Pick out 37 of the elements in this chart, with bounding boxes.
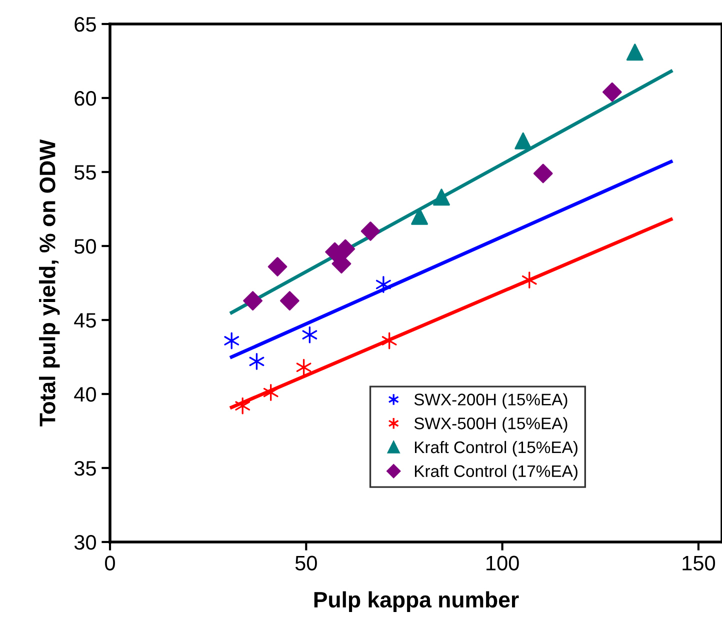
point — [235, 397, 250, 414]
point — [433, 188, 450, 206]
point — [376, 276, 391, 293]
x-tick-label: 50 — [295, 556, 317, 570]
x-tick-label: 150 — [682, 556, 716, 570]
x-tick-label: 0 — [105, 556, 115, 570]
point — [514, 132, 532, 150]
point — [224, 332, 240, 350]
legend-label: SWX-500H (15%EA) — [414, 417, 568, 433]
legend-label: Kraft Control (17%EA) — [414, 464, 578, 480]
y-tick-label: 30 — [74, 535, 96, 550]
y-tick-label: 55 — [74, 165, 96, 180]
y-tick-label: 35 — [74, 461, 96, 476]
y-tick-label: 50 — [74, 239, 96, 254]
y-tick-label: 40 — [74, 387, 96, 402]
point — [602, 82, 622, 102]
y-tick-label: 60 — [74, 91, 96, 106]
y-tick-label: 45 — [74, 313, 96, 328]
point — [263, 384, 278, 401]
point — [268, 257, 288, 276]
x-tick-label: 100 — [486, 556, 519, 570]
point — [243, 291, 262, 310]
point — [249, 352, 264, 370]
point — [533, 164, 553, 184]
point — [296, 358, 312, 376]
y-tick-label: 65 — [74, 17, 96, 32]
legend-label: Kraft Control (15%EA) — [414, 440, 578, 456]
point — [626, 44, 644, 61]
y-axis-title: Total pulp yield, % on ODW — [39, 139, 60, 426]
legend-label: SWX-200H (15%EA) — [414, 393, 568, 409]
point — [522, 272, 537, 289]
point — [302, 326, 318, 344]
point — [280, 291, 300, 310]
point — [360, 222, 380, 241]
point — [332, 254, 352, 274]
x-axis-title: Pulp kappa number — [314, 591, 519, 612]
point — [382, 332, 397, 350]
